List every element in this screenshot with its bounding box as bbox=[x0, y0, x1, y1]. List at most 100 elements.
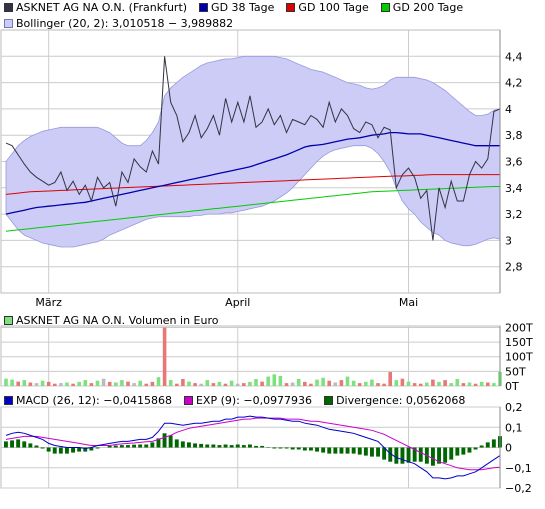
volume-bar bbox=[156, 377, 161, 386]
volume-bar bbox=[107, 381, 112, 386]
volume-bar bbox=[351, 380, 356, 386]
price-y-tick-label: 4,4 bbox=[505, 50, 523, 63]
divergence-bar bbox=[302, 447, 307, 451]
divergence-bar bbox=[113, 445, 118, 448]
x-tick-label: Mai bbox=[399, 296, 418, 309]
volume-bar bbox=[272, 374, 277, 386]
gd38-line bbox=[5, 131, 500, 215]
divergence-bar bbox=[351, 447, 356, 454]
volume-bar bbox=[376, 383, 380, 386]
divergence-bar bbox=[248, 444, 252, 448]
divergence-bar bbox=[394, 447, 399, 464]
legend-top-swatch-0 bbox=[4, 2, 13, 12]
legend-top-label-3: GD 200 Tage bbox=[392, 0, 464, 14]
divergence-bar bbox=[333, 447, 338, 454]
divergence-bar bbox=[119, 445, 124, 448]
divergence-bar bbox=[339, 447, 344, 454]
volume-frame bbox=[0, 325, 501, 387]
volume-bar bbox=[345, 376, 350, 386]
macd-y-tick-label: 0 bbox=[505, 442, 512, 455]
volume-bar bbox=[114, 382, 118, 386]
divergence-bar bbox=[431, 447, 435, 466]
legend-label-bollinger: Bollinger (20, 2): 3,010518 − 3,989882 bbox=[16, 16, 234, 30]
volume-bar bbox=[364, 381, 368, 386]
price-y-tick-label: 3,8 bbox=[505, 129, 523, 142]
divergence-bar bbox=[272, 447, 277, 449]
volume-bar bbox=[248, 381, 252, 386]
volume-bar bbox=[4, 378, 8, 386]
divergence-bar bbox=[217, 445, 222, 448]
divergence-bar bbox=[4, 441, 8, 448]
legend-macd-swatch-1 bbox=[183, 395, 193, 405]
volume-bar bbox=[193, 383, 197, 386]
divergence-bar bbox=[455, 447, 460, 456]
divergence-bar bbox=[284, 447, 289, 449]
volume-bar bbox=[217, 381, 222, 386]
volume-bar bbox=[266, 376, 270, 386]
volume-bar bbox=[260, 381, 264, 386]
volume-bar bbox=[22, 380, 27, 386]
divergence-bar bbox=[437, 447, 441, 464]
legend-macd-swatch-0 bbox=[4, 395, 13, 405]
volume-bar bbox=[437, 381, 441, 386]
volume-bar bbox=[205, 380, 210, 386]
volume-bar bbox=[296, 379, 301, 386]
volume-bar bbox=[321, 377, 325, 386]
divergence-bar bbox=[382, 447, 387, 460]
legend-top-item-3: GD 200 Tage bbox=[380, 0, 464, 14]
divergence-bar bbox=[223, 444, 228, 448]
volume-bar bbox=[83, 380, 88, 386]
divergence-bar bbox=[406, 447, 411, 463]
divergence-bar bbox=[28, 443, 33, 448]
divergence-bar bbox=[412, 447, 417, 462]
volume-bar bbox=[449, 383, 453, 386]
volume-bar bbox=[65, 382, 69, 386]
volume-y-tick-label: 50T bbox=[505, 365, 526, 378]
price-y-tick-label: 3 bbox=[505, 234, 512, 247]
volume-bar bbox=[181, 379, 185, 386]
legend-top-label-2: GD 100 Tage bbox=[298, 0, 369, 14]
price-panel: 2,8 3 3,2 3,4 3,6 3,8 4 4,2 4,4 März April Mai bbox=[0, 29, 523, 309]
price-y-tick-label: 3,4 bbox=[505, 182, 523, 195]
volume-bar bbox=[400, 378, 405, 386]
volume-bar bbox=[418, 383, 423, 386]
divergence-bar bbox=[174, 439, 179, 448]
volume-bar bbox=[34, 383, 39, 386]
volume-bar bbox=[315, 379, 319, 386]
volume-bar bbox=[388, 372, 392, 386]
legend-item-bollinger: Bollinger (20, 2): 3,010518 − 3,989882 bbox=[4, 17, 233, 30]
volume-bar bbox=[132, 383, 136, 386]
divergence-bar bbox=[107, 445, 112, 448]
legend-macd: MACD (26, 12): −0,0415868 EXP (9): −0,097… bbox=[0, 393, 473, 407]
divergence-bar bbox=[77, 447, 82, 452]
divergence-bar bbox=[168, 435, 173, 448]
legend-top-item-2: GD 100 Tage bbox=[286, 0, 369, 14]
gd100-line bbox=[5, 174, 500, 195]
legend-macd-label-2: Divergence: 0,0562068 bbox=[336, 393, 466, 407]
volume-bar bbox=[95, 380, 100, 386]
divergence-bar bbox=[187, 442, 191, 448]
volume-y-tick-label: 0T bbox=[505, 380, 519, 393]
volume-bar bbox=[101, 378, 106, 386]
volume-bar bbox=[425, 382, 429, 386]
divergence-bar bbox=[290, 447, 295, 450]
divergence-bar bbox=[144, 444, 149, 448]
legend-top-item-0: ASKNET AG NA O.N. (Frankfurt) bbox=[4, 1, 187, 14]
volume-bar bbox=[473, 383, 478, 386]
volume-bar bbox=[162, 327, 167, 386]
divergence-bar bbox=[58, 447, 63, 454]
volume-bar bbox=[138, 380, 142, 386]
legend-macd-item-0: MACD (26, 12): −0,0415868 bbox=[4, 394, 172, 407]
legend-macd-item-2: Divergence: 0,0562068 bbox=[324, 394, 465, 407]
volume-bar bbox=[290, 382, 295, 386]
volume-bar bbox=[382, 383, 386, 386]
legend-bollinger: Bollinger (20, 2): 3,010518 − 3,989882 bbox=[0, 16, 241, 30]
volume-bar bbox=[229, 380, 234, 386]
divergence-bar bbox=[241, 445, 246, 448]
divergence-bar bbox=[52, 447, 57, 454]
volume-y-tick-label: 150T bbox=[505, 336, 533, 349]
volume-bar bbox=[479, 381, 484, 386]
macd-y-tick-label: −0,2 bbox=[505, 482, 532, 495]
divergence-bar bbox=[473, 447, 478, 450]
